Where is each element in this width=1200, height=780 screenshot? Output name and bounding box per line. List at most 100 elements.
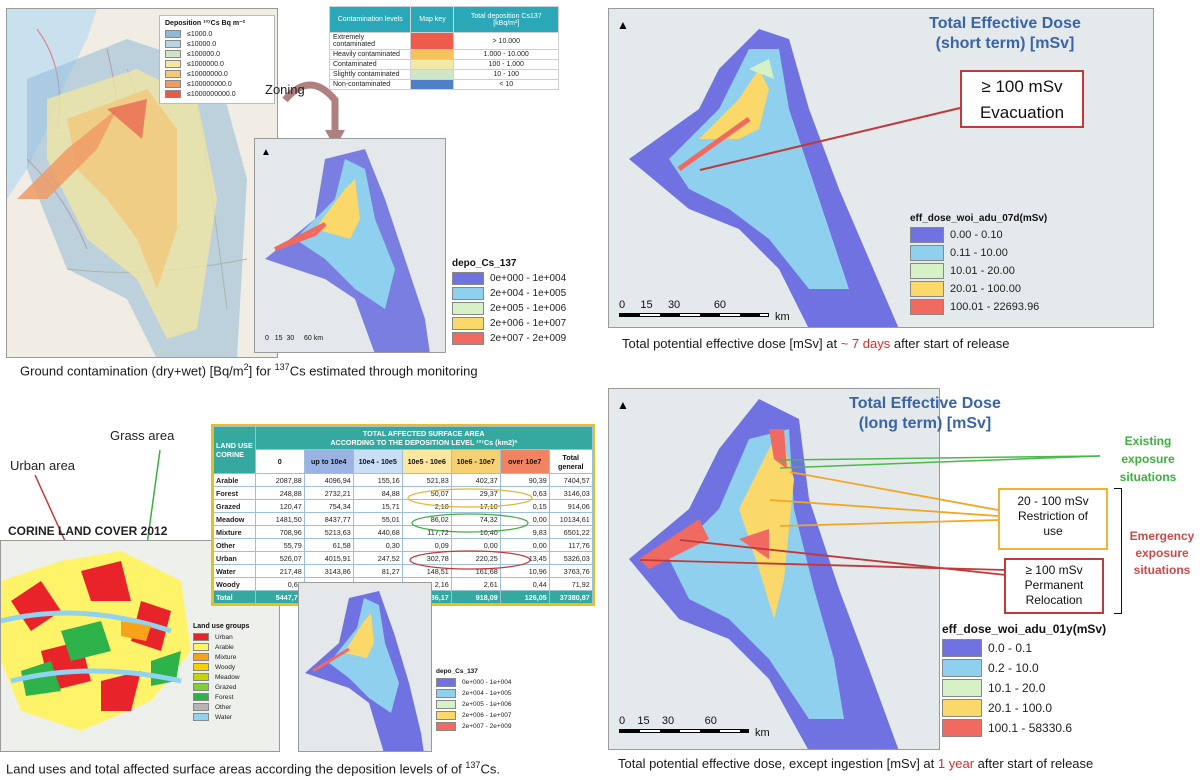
legend-swatch bbox=[193, 663, 209, 671]
at-cell: 0,30 bbox=[352, 538, 403, 552]
legend-item: Mixture bbox=[193, 653, 249, 661]
legend-swatch bbox=[910, 245, 944, 261]
short-term-map-graphic: ▲ bbox=[609, 9, 1153, 327]
legend-label: 0.00 - 0.10 bbox=[950, 229, 1003, 241]
at-row: Arable 2087,88 4096,94 155,16 521,83 402,37 90… bbox=[213, 473, 593, 487]
legend-label: Meadow bbox=[215, 673, 240, 681]
ct-map-key bbox=[410, 69, 455, 80]
depo-bottom-legend: depo_Cs_137 0e+000 - 1e+004 2e+004 - 1e+0… bbox=[436, 668, 512, 733]
legend-label: ≤1000000000.0 bbox=[187, 90, 236, 98]
legend-swatch bbox=[165, 70, 181, 78]
long-term-scale-labels: 0 15 30 60 bbox=[619, 715, 717, 727]
ct-level: Non-contaminated bbox=[328, 79, 412, 90]
legend-item: ≤100000.0 bbox=[165, 50, 269, 58]
legend-swatch bbox=[165, 80, 181, 88]
at-row-name: Woody bbox=[213, 577, 256, 591]
at-cell: 2,61 bbox=[450, 577, 501, 591]
deposition-legend: Deposition ¹³⁷Cs Bq m⁻² ≤1000.0 ≤10000.0 ≤… bbox=[159, 15, 275, 104]
legend-label: 0.11 - 10.00 bbox=[950, 247, 1008, 259]
legend-label: Other bbox=[215, 703, 232, 711]
zoning-label: Zoning bbox=[265, 82, 305, 97]
legend-item: Forest bbox=[193, 693, 249, 701]
legend-swatch bbox=[452, 332, 484, 345]
deposition-legend-title: Deposition ¹³⁷Cs Bq m⁻² bbox=[165, 20, 246, 27]
short-term-dose-map: ▲ 0 15 30 60 km bbox=[608, 8, 1154, 328]
urban-area-label: Urban area bbox=[10, 458, 76, 473]
legend-swatch bbox=[193, 653, 209, 661]
at-row: Forest 248,88 2732,21 84,88 50,07 29,37 0,63 31… bbox=[213, 486, 593, 500]
at-row-name: Water bbox=[213, 564, 256, 578]
at-cell: 708,96 bbox=[254, 525, 305, 539]
short-term-scale-labels: 0 15 30 60 bbox=[619, 299, 727, 311]
legend-swatch bbox=[165, 40, 181, 48]
legend-label: 10.01 - 20.00 bbox=[950, 265, 1015, 277]
ct-level: Extremely contaminated bbox=[328, 32, 412, 50]
at-cell: 3146,03 bbox=[548, 486, 593, 500]
land-use-legend: Land use groups Urban Arable Mixture Woody M… bbox=[193, 623, 249, 723]
legend-swatch bbox=[436, 711, 456, 720]
legend-label: ≤100000.0 bbox=[187, 50, 221, 58]
legend-item: 2e+005 - 1e+006 bbox=[436, 700, 512, 709]
legend-label: ≤10000.0 bbox=[187, 40, 217, 48]
legend-swatch bbox=[452, 317, 484, 330]
long-term-legend-title: eff_dose_woi_adu_01y(mSv) bbox=[942, 622, 1107, 636]
legend-swatch bbox=[193, 683, 209, 691]
legend-item: 0.11 - 10.00 bbox=[910, 245, 1047, 261]
at-row-name: Meadow bbox=[213, 512, 256, 526]
at-row: Mixture 708,96 5213,63 440,68 117,72 10,40 9,8… bbox=[213, 525, 593, 539]
at-cell: 521,83 bbox=[401, 473, 452, 487]
legend-label: Woody bbox=[215, 663, 236, 671]
ct-level: Contaminated bbox=[328, 59, 412, 70]
land-use-map: Land use groups Urban Arable Mixture Woody M… bbox=[0, 540, 280, 752]
at-cell: 155,16 bbox=[352, 473, 403, 487]
at-cell: 6501,22 bbox=[548, 525, 593, 539]
legend-item: 0e+000 - 1e+004 bbox=[436, 678, 512, 687]
legend-item: Arable bbox=[193, 643, 249, 651]
legend-swatch bbox=[165, 30, 181, 38]
svg-text:▲: ▲ bbox=[617, 18, 629, 32]
legend-swatch bbox=[436, 700, 456, 709]
legend-swatch bbox=[452, 302, 484, 315]
ct-range: < 10 bbox=[453, 79, 559, 90]
long-term-legend: eff_dose_woi_adu_01y(mSv) 0.0 - 0.1 0.2 -… bbox=[942, 622, 1106, 739]
ct-map-key bbox=[410, 59, 455, 70]
at-cell: 71,92 bbox=[548, 577, 593, 591]
short-term-scale-unit: km bbox=[775, 311, 790, 323]
at-cell: 247,52 bbox=[352, 551, 403, 565]
legend-swatch bbox=[165, 50, 181, 58]
restriction-callout: 20 - 100 mSv Restriction of use bbox=[998, 488, 1108, 550]
legend-item: Water bbox=[193, 713, 249, 721]
legend-swatch bbox=[942, 639, 982, 657]
at-row-name: Mixture bbox=[213, 525, 256, 539]
long-term-scale-unit: km bbox=[755, 727, 770, 739]
legend-label: Arable bbox=[215, 643, 234, 651]
at-cell: 55,79 bbox=[254, 538, 305, 552]
at-col-header: 10e6 - 10e7 bbox=[450, 449, 501, 474]
legend-label: 2e+006 - 1e+007 bbox=[462, 712, 512, 719]
ct-map-key bbox=[410, 49, 455, 60]
ct-row: Heavily contaminated 1.000 - 10.000 bbox=[328, 49, 559, 60]
at-cell: 5326,03 bbox=[548, 551, 593, 565]
grass-area-label: Grass area bbox=[110, 428, 175, 443]
legend-label: 20.01 - 100.00 bbox=[950, 283, 1021, 295]
at-cell: 2732,21 bbox=[303, 486, 354, 500]
at-col-header: up to 10e4 bbox=[303, 449, 354, 474]
depo-map-bottom-graphic bbox=[299, 583, 431, 751]
legend-swatch bbox=[942, 699, 982, 717]
ct-level: Slightly contaminated bbox=[328, 69, 412, 80]
legend-swatch bbox=[910, 227, 944, 243]
depo-map-bottom bbox=[298, 582, 432, 752]
at-cell: 918,09 bbox=[450, 590, 501, 604]
legend-label: 2e+007 - 2e+009 bbox=[490, 333, 567, 344]
legend-item: ≤10000.0 bbox=[165, 40, 269, 48]
legend-item: 100.01 - 22693.96 bbox=[910, 299, 1047, 315]
ct-row: Contaminated 100 - 1.000 bbox=[328, 59, 559, 70]
legend-item: 2e+006 - 1e+007 bbox=[436, 711, 512, 720]
legend-swatch bbox=[193, 703, 209, 711]
legend-item: 2e+005 - 1e+006 bbox=[452, 302, 566, 315]
at-cell: 2087,88 bbox=[254, 473, 305, 487]
legend-swatch bbox=[942, 719, 982, 737]
ct-header-range: Total deposition Cs137 [kBq/m²] bbox=[453, 6, 559, 33]
at-title: TOTAL AFFECTED SURFACE AREA ACCORDING TO… bbox=[254, 426, 593, 450]
legend-item: ≤100000000.0 bbox=[165, 80, 269, 88]
